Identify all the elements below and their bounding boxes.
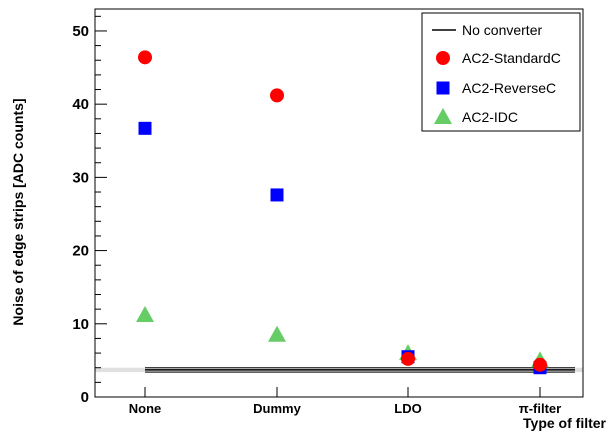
y-tick-label: 30 [72,169,89,186]
legend-box [421,12,581,132]
data-point-circle [270,88,284,103]
data-point-triangle [136,306,154,323]
data-point-circle [401,351,415,366]
data-point-circle [138,50,152,65]
data-point-triangle [268,325,286,342]
data-point-square [270,188,284,202]
legend-label: AC2-IDC [462,109,518,125]
x-tick-label: Dummy [253,401,301,416]
y-tick-label: 50 [72,23,89,40]
data-point-circle [533,357,547,372]
axis-layer: 0 10 20 30 40 50 None Dummy LDO π-filter [72,15,561,416]
legend-swatch-circle [436,51,450,65]
reference-band-layer [95,367,583,373]
y-tick-label: 0 [81,389,89,406]
marker-layer [136,50,549,375]
y-axis-title: Noise of edge strips [ADC counts] [10,98,26,325]
legend-label: No converter [462,22,542,38]
legend-label: AC2-ReverseC [462,80,556,96]
legend-label: AC2-StandardC [462,50,561,66]
y-tick-label: 40 [72,96,89,113]
plot-frame [94,8,584,398]
legend-swatch-triangle [434,108,452,124]
x-tick-label: LDO [394,401,421,416]
y-tick-label: 10 [72,316,89,333]
legend-swatch-square [436,81,450,95]
x-tick-label: None [129,401,162,416]
data-point-square [138,121,152,135]
legend: No converter AC2-StandardC AC2-ReverseC AC2… [421,12,581,132]
x-tick-label: π-filter [519,401,561,416]
x-axis-title: Type of filter [523,415,607,431]
y-tick-label: 20 [72,243,89,260]
